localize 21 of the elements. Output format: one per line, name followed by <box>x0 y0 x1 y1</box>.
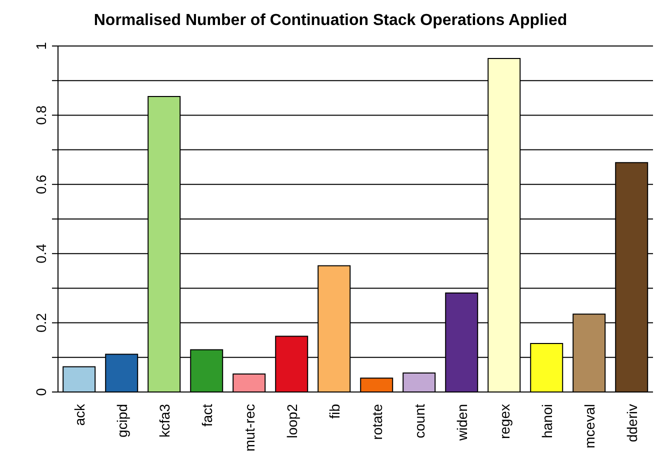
y-tick-label: 0 <box>33 388 49 396</box>
x-tick-label: count <box>411 404 428 438</box>
x-tick-label: loop2 <box>284 404 300 438</box>
x-tick-label: dderiv <box>624 404 640 442</box>
y-tick-label: 0.2 <box>33 312 49 333</box>
x-tick-label: mut-rec <box>241 404 258 452</box>
chart-title: Normalised Number of Continuation Stack Operations Applied <box>92 11 568 31</box>
x-tick-label: widen <box>454 404 470 442</box>
x-tick-label: kcfa3 <box>156 404 172 438</box>
x-tick-label: fib <box>326 404 342 419</box>
y-tick-label: 0.8 <box>33 105 49 125</box>
x-tick-label: ack <box>71 403 88 426</box>
x-tick-label: fact <box>198 404 215 427</box>
y-tick-label: 0.6 <box>33 174 49 194</box>
x-tick-label: regex <box>496 404 512 440</box>
y-tick-label: 0.4 <box>33 244 49 264</box>
x-tick-label: hanoi <box>538 404 555 438</box>
y-tick-label: 1 <box>33 42 49 50</box>
x-tick-label: mceval <box>581 404 598 448</box>
x-tick-label: gcipd <box>114 404 130 438</box>
x-tick-label: rotate <box>368 404 385 440</box>
